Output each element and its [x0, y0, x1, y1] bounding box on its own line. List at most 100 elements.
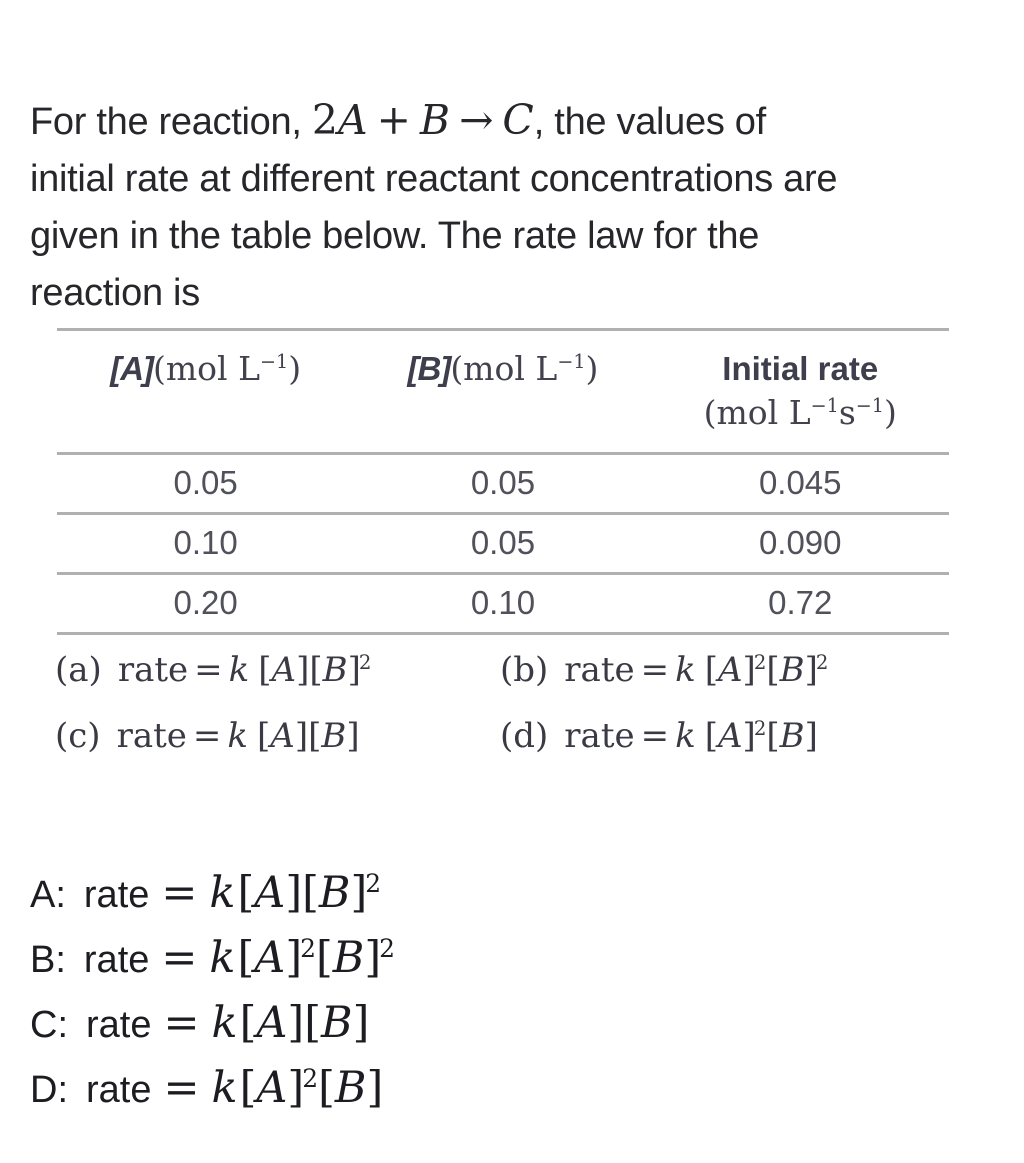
- formula-br: [: [239, 1063, 257, 1113]
- reaction-equation: 2A + B → C: [312, 96, 534, 144]
- question-line-2: initial rate at different reactant conce…: [30, 158, 838, 200]
- plus-operator: +: [376, 96, 411, 144]
- question-line1-suffix: , the values of: [533, 101, 766, 143]
- formula-br: [: [308, 716, 322, 756]
- formula-var: B: [779, 716, 805, 756]
- equation-coefficient: 2: [311, 96, 338, 144]
- formula-br: ]: [285, 933, 303, 983]
- formula-var: A: [254, 933, 286, 983]
- formula-k: k: [227, 716, 248, 756]
- formula-k: k: [209, 868, 236, 918]
- formula-var: B: [318, 868, 351, 918]
- answer-d-label: D:: [30, 1069, 68, 1111]
- header-unit-a: (mol L−1): [153, 349, 301, 388]
- option-c-formula: rate = k [A][B]: [117, 716, 360, 756]
- answer-choice-c[interactable]: C: rate = k[A][B]: [30, 998, 395, 1063]
- formula-k: k: [228, 650, 250, 690]
- formula-br: [: [237, 933, 255, 983]
- answer-b-label: B:: [30, 939, 66, 981]
- question-text: For the reaction, 2A + B → C, the values of …: [30, 92, 998, 322]
- formula-br: ]: [352, 998, 370, 1048]
- unit-text: ): [288, 349, 302, 388]
- header-symbol-a: [A]: [110, 350, 154, 387]
- header-title-initial-rate: Initial rate: [722, 350, 879, 387]
- option-c: (c) rate = k [A][B]: [55, 716, 500, 756]
- formula-eq: =: [161, 933, 198, 983]
- col-header-concentration-b: [B](mol L−1): [354, 331, 651, 452]
- option-d: (d) rate = k [A]2[B]: [500, 716, 975, 756]
- unit-exponent: −1: [855, 394, 884, 418]
- arrow-icon: →: [459, 96, 494, 144]
- option-b-label: (b): [500, 650, 549, 690]
- answer-choice-b[interactable]: B: rate = k[A]2[B]2: [30, 933, 395, 998]
- unit-text: (mol L: [153, 349, 261, 388]
- formula-pre: rate: [83, 874, 150, 916]
- unit-text: ): [585, 349, 599, 388]
- formula-eq: =: [163, 1063, 200, 1113]
- table-row: 0.05 0.05 0.045: [57, 455, 949, 515]
- header-unit-b: (mol L−1): [450, 349, 598, 388]
- formula-pre: rate: [564, 650, 635, 690]
- unit-text: (mol L: [703, 393, 811, 432]
- formula-var: B: [334, 1063, 367, 1113]
- formula-pre: rate: [86, 1004, 152, 1046]
- answer-c-formula: rate = k[A][B]: [86, 998, 369, 1048]
- option-a: (a) rate = k [A][B]2: [55, 650, 500, 690]
- formula-var: A: [717, 650, 743, 690]
- formula-eq: =: [640, 650, 670, 690]
- answer-choice-a[interactable]: A: rate = k[A][B]2: [30, 868, 395, 933]
- formula-sup: 2: [358, 650, 372, 674]
- formula-br: ]: [347, 650, 361, 690]
- formula-pre: rate: [117, 650, 189, 690]
- cell-initial-rate: 0.090: [758, 524, 842, 561]
- answer-d-formula: rate = k[A]2[B]: [86, 1063, 383, 1113]
- formula-br: [: [315, 933, 333, 983]
- option-a-label: (a): [55, 650, 102, 690]
- formula-br: [: [309, 650, 323, 690]
- answer-choice-d[interactable]: D: rate = k[A]2[B]: [30, 1063, 395, 1128]
- cell-b-concentration: 0.05: [470, 464, 536, 501]
- formula-br: [: [239, 998, 257, 1048]
- formula-br: [: [237, 868, 255, 918]
- cell-initial-rate: 0.72: [768, 584, 833, 621]
- formula-br: ]: [742, 650, 756, 690]
- question-line-4: reaction is: [30, 272, 200, 314]
- header-symbol-b: [B]: [407, 350, 452, 387]
- formula-br: ]: [742, 716, 756, 756]
- formula-br: [: [258, 650, 272, 690]
- formula-k: k: [211, 1063, 238, 1113]
- answer-a-formula: rate = k[A][B]2: [84, 868, 381, 918]
- cell-a-concentration: 0.05: [173, 464, 238, 501]
- unit-text: ): [883, 393, 897, 432]
- formula-br: ]: [287, 998, 305, 1048]
- formula-var: A: [717, 716, 743, 756]
- col-header-concentration-a: [A](mol L−1): [57, 331, 354, 452]
- formula-eq: =: [194, 650, 223, 690]
- formula-sup: 2: [753, 650, 767, 674]
- formula-sup: 2: [753, 716, 767, 740]
- header-unit-initial-rate: (mol L−1s−1): [652, 391, 949, 440]
- formula-eq: =: [163, 998, 200, 1048]
- formula-br: [: [302, 868, 319, 918]
- cell-b-concentration: 0.10: [470, 584, 536, 621]
- formula-br: ]: [296, 650, 310, 690]
- formula-br: [: [766, 716, 780, 756]
- printed-options: (a) rate = k [A][B]2 (b) rate = k [A]2[B]2 (c)…: [55, 650, 975, 756]
- formula-br: ]: [804, 716, 818, 756]
- formula-br: ]: [364, 933, 382, 983]
- formula-sup: 2: [365, 868, 382, 898]
- answer-b-formula: rate = k[A]2[B]2: [84, 933, 395, 983]
- formula-br: ]: [350, 868, 368, 918]
- formula-var: A: [270, 716, 295, 756]
- question-line-1: For the reaction, 2A + B → C, the values of: [30, 92, 998, 151]
- option-b-formula: rate = k [A]2[B]2: [564, 650, 828, 690]
- formula-br: [: [257, 716, 271, 756]
- formula-br: [: [704, 650, 718, 690]
- formula-k: k: [675, 716, 696, 756]
- formula-var: B: [322, 650, 348, 690]
- equation-reactant-b: B: [419, 96, 451, 144]
- table-row: 0.10 0.05 0.090: [57, 515, 949, 575]
- formula-var: B: [332, 933, 365, 983]
- unit-exponent: −1: [810, 394, 839, 418]
